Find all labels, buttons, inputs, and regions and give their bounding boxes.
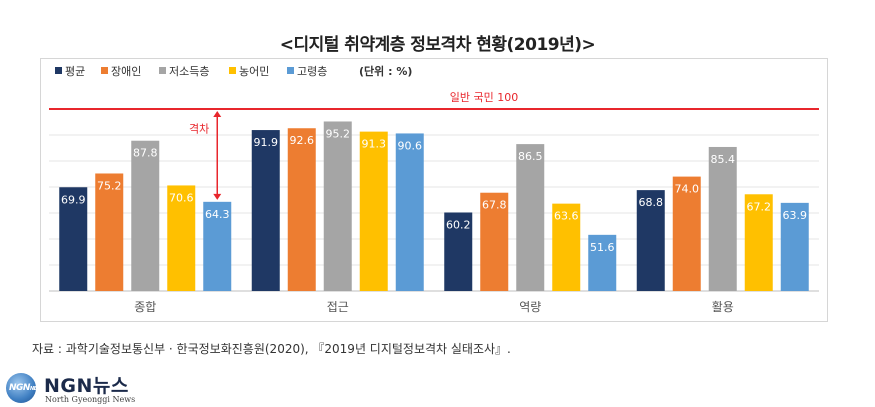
legend-swatch xyxy=(55,67,62,74)
unit-label: (단위 : %) xyxy=(359,64,412,78)
data-label: 60.2 xyxy=(446,218,471,231)
bar-장애인 xyxy=(95,173,124,291)
data-label: 91.9 xyxy=(254,136,279,149)
bar-평균 xyxy=(636,190,665,291)
legend-label-0: 평균 xyxy=(65,65,85,78)
category-label: 활용 xyxy=(712,300,734,314)
bar-고령층 xyxy=(780,202,809,291)
data-label: 95.2 xyxy=(326,127,351,140)
legend-swatch xyxy=(101,67,108,74)
data-label: 63.6 xyxy=(554,210,579,223)
data-label: 90.6 xyxy=(398,139,423,152)
legend-swatch xyxy=(229,67,236,74)
data-label: 68.8 xyxy=(639,196,664,209)
data-label: 70.6 xyxy=(169,191,194,204)
bar-농어민 xyxy=(359,131,388,291)
bar-고령층 xyxy=(395,133,424,291)
bar-고령층 xyxy=(203,201,232,291)
data-label: 67.2 xyxy=(747,200,772,213)
source-note: 자료 : 과학기술정보통신부 · 한국정보화진흥원(2020), 『2019년 … xyxy=(32,342,511,356)
legend-label-3: 농어민 xyxy=(239,65,269,78)
globe-icon xyxy=(6,373,36,403)
category-label: 접근 xyxy=(327,300,349,314)
data-label: 63.9 xyxy=(783,209,808,222)
bar-chart: 평균 장애인 저소득층 농어민 고령층 (단위 : %) 69.9 75.2 87.8 70.6 6… xyxy=(49,64,819,314)
legend-swatch xyxy=(159,67,166,74)
data-label: 85.4 xyxy=(711,153,736,166)
bar-장애인 xyxy=(672,176,701,291)
data-label: 74.0 xyxy=(675,183,700,196)
bar-저소득층 xyxy=(708,146,737,291)
data-label: 51.6 xyxy=(590,241,615,254)
data-label: 75.2 xyxy=(97,179,122,192)
data-label: 91.3 xyxy=(362,138,387,151)
bar-저소득층 xyxy=(516,144,545,291)
bar-저소득층 xyxy=(323,121,352,291)
legend-label-4: 고령층 xyxy=(297,65,327,78)
bar-평균 xyxy=(444,212,473,291)
category-label: 역량 xyxy=(519,300,541,314)
legend-swatch xyxy=(287,67,294,74)
data-label: 69.9 xyxy=(61,193,86,206)
logo-subtitle: North Gyeonggi News xyxy=(45,395,136,404)
bar-장애인 xyxy=(480,192,509,291)
ngn-news-logo[interactable]: NGNNEWS NGN뉴스 North Gyeonggi News xyxy=(6,371,206,405)
bar-고령층 xyxy=(588,234,617,291)
bar-농어민 xyxy=(552,203,581,291)
gap-label: 격차 xyxy=(189,122,209,135)
bar-농어민 xyxy=(167,185,196,291)
logo-name: NGN뉴스 xyxy=(44,375,129,397)
data-label: 86.5 xyxy=(518,150,543,163)
data-label: 87.8 xyxy=(133,147,158,160)
gap-arrow-head-down xyxy=(213,193,222,200)
data-label: 64.3 xyxy=(205,208,230,221)
logo-mark: NGNNEWS xyxy=(9,383,45,393)
bar-평균 xyxy=(251,130,280,291)
chart-title: <디지털 취약계층 정보격차 현황(2019년)> xyxy=(279,35,596,55)
reference-label: 일반 국민 100 xyxy=(450,90,518,104)
bar-농어민 xyxy=(744,194,773,291)
bar-장애인 xyxy=(287,128,316,291)
category-label: 종합 xyxy=(134,300,156,314)
data-label: 67.8 xyxy=(482,199,507,212)
bar-평균 xyxy=(59,187,88,291)
bar-저소득층 xyxy=(131,140,160,291)
legend-label-2: 저소득층 xyxy=(169,65,209,78)
gap-arrow-head-up xyxy=(213,111,222,117)
legend-label-1: 장애인 xyxy=(111,65,141,78)
chart-frame: 평균 장애인 저소득층 농어민 고령층 (단위 : %) 69.9 75.2 87.8 70.6 6… xyxy=(40,58,828,322)
data-label: 92.6 xyxy=(290,134,315,147)
